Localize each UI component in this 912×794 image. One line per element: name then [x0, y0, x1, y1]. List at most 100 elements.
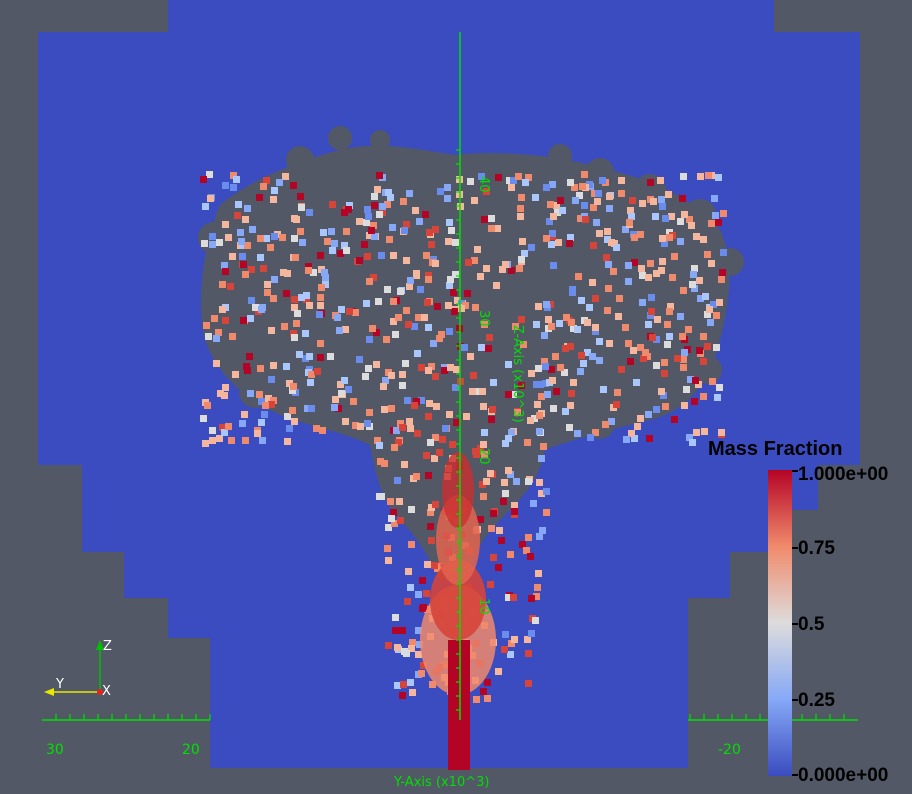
cell	[397, 517, 404, 524]
cell	[305, 267, 312, 274]
cell	[390, 318, 397, 325]
cell	[329, 247, 336, 254]
cell	[356, 356, 363, 363]
cell	[520, 341, 527, 348]
cell	[490, 554, 497, 561]
cell	[225, 234, 232, 241]
cell	[428, 241, 435, 248]
cell	[463, 413, 470, 420]
cell	[283, 363, 290, 370]
cell	[405, 321, 412, 328]
cell	[596, 357, 603, 364]
cell	[659, 258, 666, 265]
cell	[432, 434, 439, 441]
cell	[402, 360, 409, 367]
cell	[394, 682, 401, 689]
cell	[550, 405, 557, 412]
cell	[384, 286, 391, 293]
cell	[432, 260, 439, 267]
cell	[229, 253, 236, 260]
cell	[589, 353, 596, 360]
cell	[284, 413, 291, 420]
cell	[465, 259, 472, 266]
cell	[599, 177, 606, 184]
cell	[294, 310, 301, 317]
orientation-axes[interactable]: Z Y X	[40, 636, 120, 706]
legend-tick	[792, 547, 798, 549]
cell	[704, 251, 711, 258]
cell	[270, 397, 277, 404]
cell	[320, 229, 327, 236]
cell	[403, 307, 410, 314]
cell	[297, 193, 304, 200]
cell	[350, 398, 357, 405]
cell	[637, 415, 644, 422]
cell	[385, 557, 392, 564]
cell	[397, 288, 404, 295]
cell	[342, 418, 349, 425]
cell	[541, 332, 548, 339]
cell	[413, 398, 420, 405]
cell	[495, 174, 502, 181]
cell	[533, 593, 540, 600]
cell	[519, 238, 526, 245]
plume-core	[420, 452, 496, 770]
orient-y-label: Y	[55, 677, 64, 692]
cell	[536, 428, 543, 435]
cell	[308, 405, 315, 412]
cell	[452, 271, 459, 278]
y-axis-title: Y-Axis (x10^3)	[393, 775, 489, 790]
cell	[373, 329, 380, 336]
cell	[525, 680, 532, 687]
cell	[297, 228, 304, 235]
cell	[563, 314, 570, 321]
cell	[661, 359, 668, 366]
cell	[415, 651, 422, 658]
cell	[444, 184, 451, 191]
cell	[264, 289, 271, 296]
cell	[399, 692, 406, 699]
cell	[408, 645, 415, 652]
cell	[662, 403, 669, 410]
cell	[222, 384, 229, 391]
cell	[671, 253, 678, 260]
cell	[445, 238, 452, 245]
cell	[613, 401, 620, 408]
cell	[626, 219, 633, 226]
cell	[681, 402, 688, 409]
cell	[399, 627, 406, 634]
cell	[414, 350, 421, 357]
z-tick-label: 40	[476, 176, 491, 193]
cell	[689, 281, 696, 288]
cell	[248, 297, 255, 304]
cell	[201, 240, 208, 247]
cell	[510, 391, 517, 398]
cell	[306, 353, 313, 360]
cell	[408, 506, 415, 513]
cell	[337, 381, 344, 388]
cell	[525, 478, 532, 485]
cell	[400, 198, 407, 205]
cell	[261, 411, 268, 418]
cell	[538, 455, 545, 462]
cell	[625, 262, 632, 269]
cell	[659, 203, 666, 210]
cell	[362, 373, 369, 380]
cell	[394, 644, 401, 651]
cell	[604, 307, 611, 314]
cell	[308, 371, 315, 378]
cell	[412, 207, 419, 214]
cell	[567, 234, 574, 241]
color-bar[interactable]	[768, 470, 792, 776]
cell	[549, 181, 556, 188]
cell	[428, 537, 435, 544]
cell	[579, 183, 586, 190]
cell	[442, 425, 449, 432]
cell	[222, 221, 229, 228]
cell	[653, 362, 660, 369]
cell	[376, 211, 383, 218]
cell	[646, 435, 653, 442]
cell	[407, 277, 414, 284]
cell	[284, 270, 291, 277]
